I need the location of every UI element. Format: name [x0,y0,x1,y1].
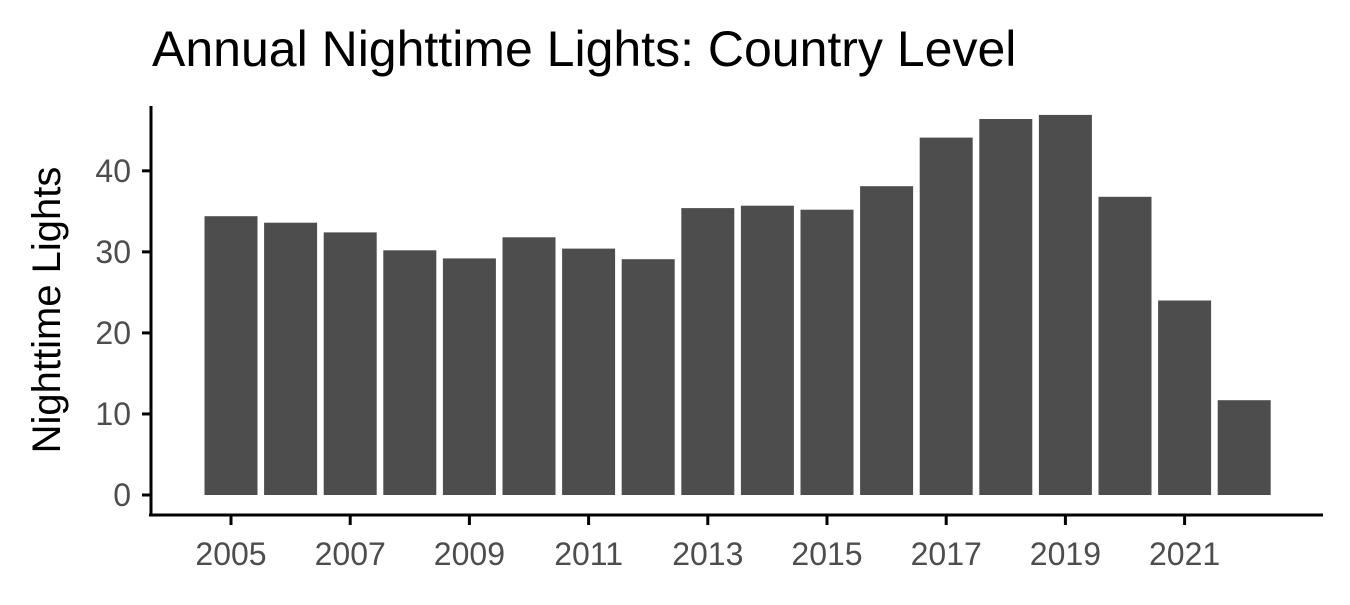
x-tick-label-2013: 2013 [672,536,743,572]
x-tick-label-2005: 2005 [195,536,266,572]
x-tick-label-2015: 2015 [791,536,862,572]
x-tick-label-2019: 2019 [1030,536,1101,572]
y-axis: 0 10 20 30 40 [95,106,153,516]
bar-2013 [681,208,735,495]
bar-2022 [1217,400,1271,495]
bar-2020 [1098,196,1152,496]
bar-2012 [621,259,675,495]
bar-2014 [740,205,794,495]
x-tick-label-2007: 2007 [315,536,386,572]
y-tick-label-20: 20 [95,315,131,351]
bar-2011 [562,248,616,495]
bar-2017 [919,137,973,495]
chart-title: Annual Nighttime Lights: Country Level [152,21,1016,77]
y-tick-label-0: 0 [113,477,131,513]
y-tick-label-40: 40 [95,153,131,189]
bar-2008 [383,250,437,495]
y-axis-label: Nighttime Lights [25,167,69,454]
bar-2015 [800,209,854,495]
bar-2005 [204,216,258,495]
y-tick-label-30: 30 [95,234,131,270]
bar-2016 [860,186,914,495]
bars-group [204,114,1271,496]
bar-2010 [502,237,556,496]
bar-2021 [1158,300,1212,495]
bar-2018 [979,119,1033,495]
y-tick-label-10: 10 [95,396,131,432]
x-tick-label-2021: 2021 [1149,536,1220,572]
x-tick-label-2017: 2017 [911,536,982,572]
bar-2009 [442,258,496,495]
x-axis: 2005 2007 2009 2011 2013 2015 2017 2019 2021 [149,513,1323,572]
x-tick-label-2009: 2009 [434,536,505,572]
bar-2006 [264,222,318,495]
bar-2019 [1038,114,1092,496]
bar-2007 [323,232,377,495]
x-tick-label-2011: 2011 [554,536,623,572]
